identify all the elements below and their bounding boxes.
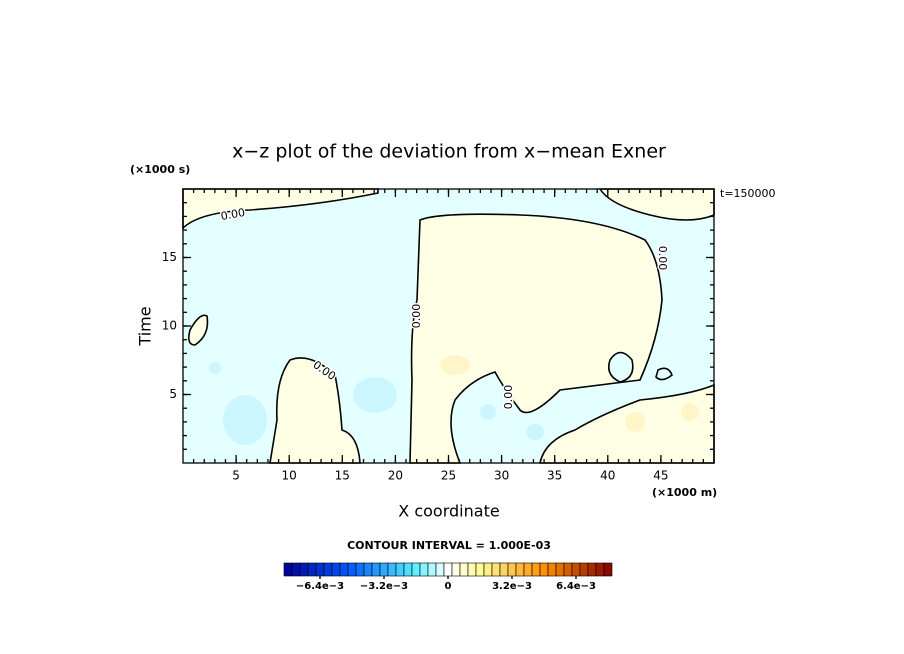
contour-label: 0.00 [220, 206, 246, 223]
colorbar-cell [427, 562, 437, 577]
y-tick-label: 15 [162, 250, 177, 264]
colorbar-cell [555, 562, 565, 577]
colorbar-cell [307, 562, 317, 577]
colorbar-cell [291, 562, 301, 577]
x-tick-label: 20 [388, 469, 403, 483]
colorbar-cell [347, 562, 357, 577]
colorbar-cell [299, 562, 309, 577]
colorbar-cell [331, 562, 341, 577]
colorbar-cell [483, 562, 493, 577]
colorbar-cell [579, 562, 589, 577]
colorbar-cell [475, 562, 485, 577]
colorbar-cell [571, 562, 581, 577]
x-tick-label: 40 [600, 469, 615, 483]
colorbar-cell [443, 562, 453, 577]
y-unit: (×1000 s) [130, 163, 190, 176]
colorbar-cell [507, 562, 517, 577]
colorbar-cell [603, 562, 613, 577]
colorbar-tick-label: −3.2e−3 [360, 581, 408, 592]
colorbar-cell [491, 562, 501, 577]
colorbar-cell [339, 562, 349, 577]
colorbar-cell [387, 562, 397, 577]
colorbar-tick-label: 0 [445, 581, 452, 592]
colorbar-cell [379, 562, 389, 577]
colorbar-cell [411, 562, 421, 577]
colorbar-cell [283, 562, 293, 577]
y-tick-label: 5 [169, 387, 177, 401]
y-tick-label: 10 [162, 319, 177, 333]
x-axis-label: X coordinate [398, 502, 499, 521]
contour-label: 0.00 [656, 246, 669, 271]
x-tick-label: 25 [441, 469, 456, 483]
contour-field [182, 188, 715, 464]
colorbar-cell [355, 562, 365, 577]
colorbar-cell [523, 562, 533, 577]
colorbar-cell [395, 562, 405, 577]
colorbar-cell [547, 562, 557, 577]
x-tick-label: 15 [335, 469, 350, 483]
colorbar-cell [451, 562, 461, 577]
colorbar-cell [539, 562, 549, 577]
colorbar-cell [419, 562, 429, 577]
colorbar-cell [515, 562, 525, 577]
colorbar-tick-label: −6.4e−3 [296, 581, 344, 592]
colorbar-tick-label: 3.2e−3 [492, 581, 532, 592]
x-unit: (×1000 m) [652, 486, 717, 499]
colorbar-cell [323, 562, 333, 577]
annotation: t=150000 [720, 187, 776, 200]
colorbar-cell [595, 562, 605, 577]
colorbar-cell [371, 562, 381, 577]
colorbar-cell [403, 562, 413, 577]
colorbar-tick-label: 6.4e−3 [556, 581, 596, 592]
colorbar-cell [467, 562, 477, 577]
colorbar-cell [363, 562, 373, 577]
colorbar-cell [499, 562, 509, 577]
colorbar-cell [315, 562, 325, 577]
colorbar-title: CONTOUR INTERVAL = 1.000E-03 [347, 539, 551, 552]
colorbar-cell [531, 562, 541, 577]
x-tick-label: 45 [653, 469, 668, 483]
contour-label: 0.00 [502, 385, 515, 410]
colorbar-cell [563, 562, 573, 577]
colorbar-cell [587, 562, 597, 577]
contour-label: 0.00 [410, 304, 423, 329]
colorbar-cell [435, 562, 445, 577]
y-axis-label: Time [136, 306, 155, 346]
colorbar-cell [459, 562, 469, 577]
x-tick-label: 30 [494, 469, 509, 483]
x-tick-label: 10 [282, 469, 297, 483]
chart-title: x−z plot of the deviation from x−mean Ex… [232, 141, 666, 163]
x-tick-label: 5 [232, 469, 240, 483]
x-tick-label: 35 [547, 469, 562, 483]
